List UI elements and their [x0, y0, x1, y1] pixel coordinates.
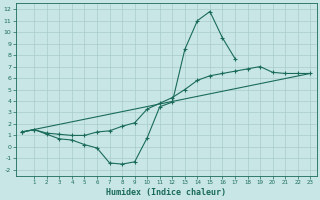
X-axis label: Humidex (Indice chaleur): Humidex (Indice chaleur) [106, 188, 226, 197]
